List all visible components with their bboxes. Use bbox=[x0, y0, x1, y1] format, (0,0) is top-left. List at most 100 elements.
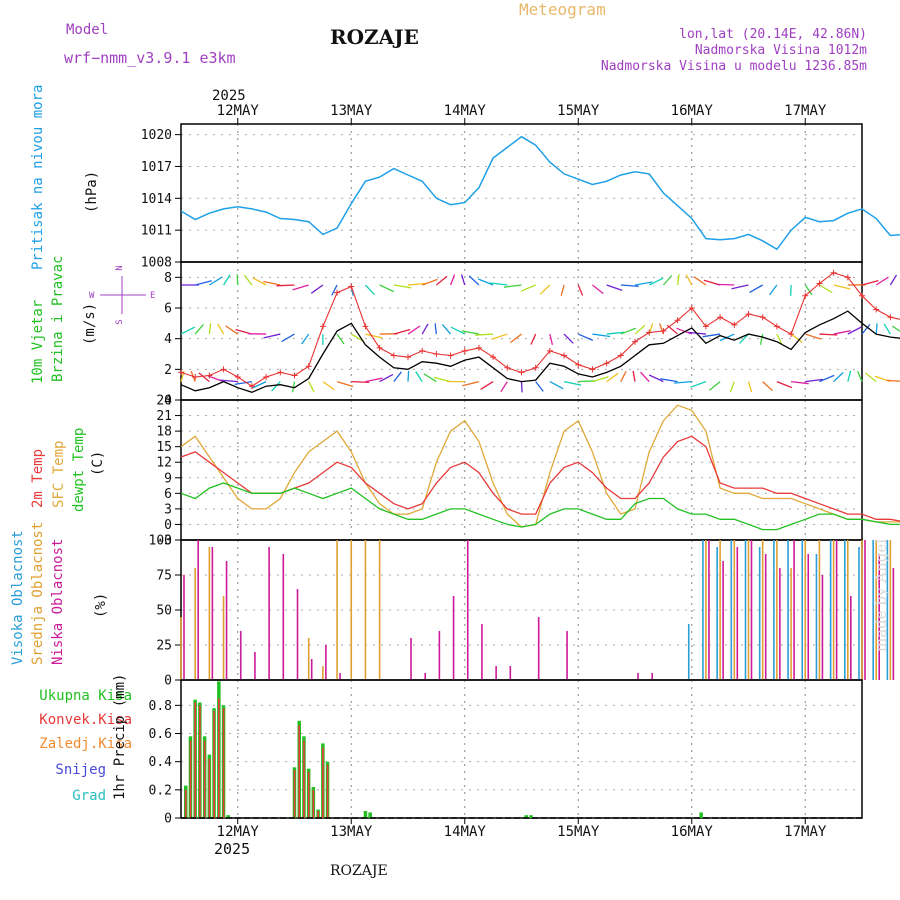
cloud-labels: Visoka Oblacnost Srednja Oblacnost Niska… bbox=[10, 522, 109, 665]
wind-gust-marker bbox=[234, 374, 241, 380]
wind-direction-arrow bbox=[549, 333, 554, 345]
wind-direction-arrow bbox=[861, 279, 879, 286]
wind-direction-arrow bbox=[847, 370, 852, 382]
wind-direction-arrow bbox=[790, 333, 803, 344]
wind-direction-arrow bbox=[530, 333, 537, 345]
cloud-unit: (%) bbox=[93, 593, 109, 618]
wind-direction-arrow bbox=[592, 284, 604, 295]
bottom-date-label: 16MAY bbox=[671, 824, 714, 840]
wind-gust-marker bbox=[447, 352, 454, 359]
wind-ytick-label: 2 bbox=[164, 363, 172, 378]
precip-conv-bar bbox=[199, 705, 201, 818]
wind-gust-marker bbox=[844, 274, 851, 281]
wind-direction-arrow bbox=[891, 325, 900, 332]
wind-direction-arrow bbox=[716, 283, 735, 286]
pressure-ytick-label: 1011 bbox=[141, 224, 172, 239]
wind-gust-marker bbox=[206, 372, 213, 379]
wind-gust-marker bbox=[830, 269, 837, 276]
temperature-ytick-label: 24 bbox=[156, 394, 172, 409]
wind-direction-arrow bbox=[658, 323, 664, 335]
temp-unit: (C) bbox=[90, 451, 106, 476]
wind-direction-arrow bbox=[450, 326, 466, 335]
wind-gust-marker bbox=[603, 360, 610, 367]
wind-direction-arrow bbox=[747, 381, 753, 393]
wind-direction-arrow bbox=[690, 380, 707, 388]
temp-dew-label: dewpt Temp bbox=[71, 428, 87, 512]
wind-direction-arrow bbox=[276, 284, 295, 287]
temp-2m-label: 2m Temp bbox=[30, 449, 46, 508]
wind-gust-marker bbox=[362, 323, 369, 330]
wind-gust-marker bbox=[873, 306, 880, 313]
wind-gust-marker bbox=[887, 314, 894, 321]
wind-speed-line bbox=[180, 310, 900, 393]
wind-gust-marker bbox=[390, 352, 397, 359]
wind-gust-marker bbox=[178, 369, 184, 376]
wind-direction-arrow bbox=[648, 277, 664, 286]
wind-direction-arrow bbox=[606, 284, 623, 292]
top-date-label: 16MAY bbox=[671, 103, 714, 119]
wind-labels: 10m Vjetar Brzina i Pravac (m/s) N W E S bbox=[30, 256, 155, 384]
wind-gust-marker bbox=[561, 352, 568, 359]
wind-direction-arrow bbox=[225, 325, 239, 335]
temperature-ytick-label: 18 bbox=[156, 425, 172, 440]
wind-gust-marker bbox=[504, 364, 511, 371]
pressure-frame bbox=[180, 123, 863, 263]
wind-direction-arrow bbox=[480, 381, 494, 390]
wind-direction-arrow bbox=[234, 380, 253, 386]
wind-direction-arrow bbox=[236, 274, 239, 286]
precip-conv-bar bbox=[208, 758, 211, 818]
station-title: ROZAJE bbox=[330, 25, 419, 49]
wind-direction-arrow bbox=[407, 370, 410, 382]
wind-direction-arrow bbox=[520, 381, 523, 393]
wind-direction-arrow bbox=[460, 274, 466, 286]
lonlat-label: lon,lat (20.14E, 42.86N) bbox=[679, 27, 867, 42]
wind-gust-marker bbox=[816, 280, 823, 287]
wind-direction-arrow bbox=[606, 331, 625, 335]
precip-ytick-label: 0 bbox=[164, 812, 172, 827]
wind-gust-marker bbox=[759, 314, 766, 321]
bottom-date-labels: 12MAY 13MAY 14MAY 15MAY 16MAY 17MAY bbox=[217, 818, 827, 840]
wind-direction-arrow bbox=[819, 374, 835, 383]
wind-gust-marker bbox=[632, 338, 638, 345]
wind-direction-arrow bbox=[421, 278, 438, 286]
wind-direction-arrow bbox=[886, 379, 900, 382]
precip-conv-bar bbox=[293, 770, 296, 818]
temperature-ytick-label: 9 bbox=[164, 471, 172, 486]
wind-gust-marker bbox=[518, 369, 525, 376]
wind-direction-arrow bbox=[336, 333, 345, 345]
wind-direction-arrow bbox=[563, 380, 582, 386]
pressure-ytick-label: 1008 bbox=[141, 256, 172, 271]
pressure-ytick-label: 1014 bbox=[141, 192, 172, 207]
top-date-label: 17MAY bbox=[784, 103, 827, 119]
wind-direction-arrow bbox=[662, 275, 673, 286]
wind-direction-arrow bbox=[577, 333, 594, 341]
wind-direction-arrow bbox=[365, 377, 383, 383]
precip-conv-bar bbox=[326, 764, 329, 818]
footer-station: ROZAJE bbox=[330, 863, 388, 879]
wind-direction-arrow bbox=[632, 370, 636, 382]
wind-ytick-label: 8 bbox=[164, 271, 172, 286]
precip-conv-label: Konvek.Kisa bbox=[39, 712, 132, 728]
dewpoint-line bbox=[180, 482, 900, 531]
wind-direction-arrow bbox=[739, 333, 749, 344]
wind-direction-arrow bbox=[520, 284, 536, 292]
wind-direction-arrow bbox=[468, 275, 480, 286]
top-date-label: 15MAY bbox=[557, 103, 600, 119]
wind-direction-arrow bbox=[379, 284, 395, 293]
wind-direction-arrow bbox=[539, 284, 551, 295]
wind-direction-arrow bbox=[462, 380, 480, 387]
wind-direction-arrow bbox=[433, 376, 451, 383]
wind-direction-arrow bbox=[676, 274, 680, 286]
wind-direction-arrow bbox=[563, 333, 574, 344]
compass-s: S bbox=[115, 319, 125, 324]
wind-direction-arrow bbox=[475, 333, 494, 336]
wind-gust-marker bbox=[305, 363, 312, 370]
wind-direction-arrow bbox=[351, 380, 370, 384]
compass-w: W bbox=[89, 291, 95, 301]
wind-direction-arrow bbox=[560, 284, 565, 296]
wind-direction-arrow bbox=[762, 381, 773, 392]
wind-direction-arrow bbox=[819, 333, 838, 336]
pressure-labels: Pritisak na nivou mora (hPa) bbox=[30, 85, 100, 270]
wind-direction-arrow bbox=[292, 284, 309, 291]
